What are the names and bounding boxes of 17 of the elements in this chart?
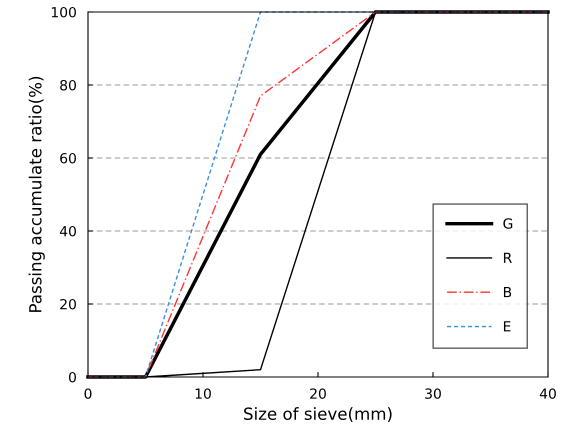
legend-label: E — [504, 321, 510, 332]
x-tick-label: 30 — [425, 388, 441, 399]
x-axis-title: Size of sieve(mm) — [244, 407, 392, 422]
y-tick-label: 20 — [60, 298, 76, 310]
x-tick-label: 0 — [84, 388, 92, 399]
y-tick-label: 40 — [60, 226, 76, 236]
y-tick-label: 100 — [52, 6, 76, 18]
x-tick-label: 40 — [540, 388, 556, 399]
y-axis-title: Passing accumulate ratio(%) — [28, 76, 45, 312]
legend-label: R — [504, 252, 512, 263]
y-tick-label: 0 — [68, 372, 76, 382]
legend-label: G — [503, 218, 512, 229]
x-tick-label: 10 — [196, 388, 211, 399]
y-tick-label: 80 — [60, 80, 76, 90]
y-tick-label: 60 — [60, 152, 76, 164]
legend-label: B — [504, 286, 512, 298]
x-tick-label: 20 — [310, 388, 326, 399]
